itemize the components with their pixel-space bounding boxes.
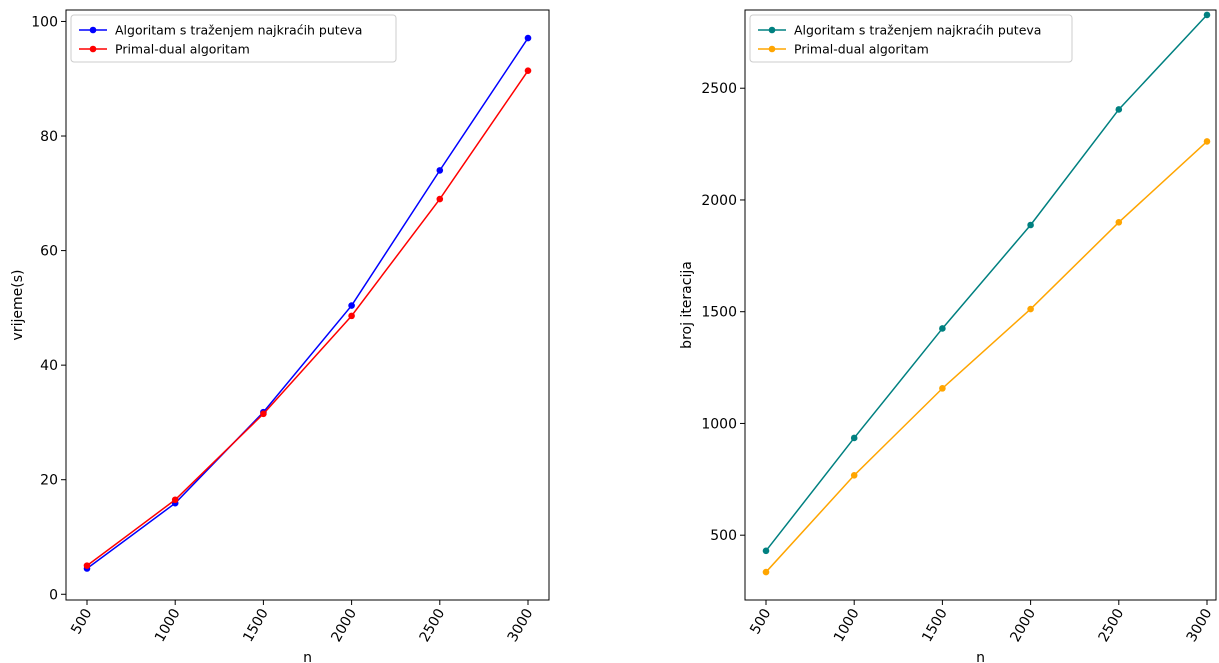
x-tick-label: 2500 [1096, 606, 1128, 645]
y-tick-label: 1500 [701, 305, 737, 321]
legend-label: Algoritam s traženjem najkraćih puteva [115, 23, 362, 38]
series-2-point [171, 496, 179, 504]
series-2-point [762, 568, 770, 576]
y-tick-label: 2500 [701, 81, 737, 97]
series-1-point [436, 167, 444, 174]
y-tick-label: 20 [40, 473, 58, 489]
y-tick-label: 60 [40, 244, 58, 260]
series-1-point [1203, 11, 1211, 19]
series-2-point [850, 471, 858, 479]
y-axis-label: broj iteracija [679, 261, 695, 349]
legend-swatch-marker [89, 45, 97, 53]
series-2-point [1115, 219, 1123, 226]
y-tick-label: 1000 [701, 416, 737, 432]
x-tick-label: 500 [68, 606, 95, 637]
y-tick-label: 2000 [701, 193, 737, 209]
series-2-line [765, 140, 1208, 573]
legend-swatch-marker [768, 26, 776, 34]
chart-1: 0 20 40 60 80 100 500 1000 1500 2000 2500 3000 n vrij… [10, 9, 550, 663]
series-1-point [762, 547, 770, 555]
x-tick-label: 2500 [417, 606, 449, 645]
legend-box [749, 14, 1073, 63]
x-axis-label: n [303, 650, 312, 663]
y-tick-label: 80 [40, 129, 58, 145]
y-tick-label: 0 [49, 587, 58, 603]
legend-box [70, 14, 397, 63]
series-2-point [260, 410, 267, 418]
series-1-line [765, 14, 1208, 552]
x-tick-label: 500 [747, 606, 774, 637]
series-2-point [1203, 138, 1211, 145]
legend-label: Primal-dual algoritam [794, 42, 929, 57]
series-2-point [1027, 305, 1034, 313]
series-2-point [524, 67, 532, 75]
y-tick-label: 40 [40, 358, 58, 374]
x-tick-label: 3000 [1184, 606, 1216, 645]
x-tick-label: 1500 [240, 606, 272, 645]
chart-2: 500 1000 1500 2000 2500 500 1000 1500 2000 2500 30… [679, 9, 1217, 663]
series-2-point [436, 195, 444, 203]
series-1-point [1115, 106, 1123, 113]
series-1-point [850, 434, 858, 442]
series-1-line [86, 37, 529, 570]
series-2-point [348, 312, 355, 320]
legend-label: Algoritam s traženjem najkraćih puteva [794, 23, 1041, 38]
x-axis-label: n [976, 650, 985, 663]
legend-swatch-marker [768, 45, 776, 53]
plot-frame [65, 9, 550, 601]
x-tick-label: 1000 [831, 606, 863, 645]
legend-label: Primal-dual algoritam [115, 42, 250, 57]
y-tick-label: 500 [710, 528, 737, 544]
x-tick-label: 1000 [152, 606, 184, 645]
y-tick-label: 100 [31, 14, 58, 30]
series-2-point [939, 385, 946, 392]
series-1-point [939, 325, 946, 332]
plot-frame [744, 9, 1217, 601]
x-tick-label: 2000 [328, 606, 360, 645]
series-1-point [348, 302, 355, 309]
series-2-point [83, 562, 91, 569]
x-tick-label: 2000 [1007, 606, 1039, 645]
series-2-line [86, 70, 529, 567]
y-axis-label: vrijeme(s) [10, 270, 26, 341]
series-1-point [524, 34, 532, 42]
x-tick-label: 3000 [505, 606, 537, 645]
x-tick-label: 1500 [919, 606, 951, 645]
series-1-point [1027, 221, 1034, 229]
legend-swatch-marker [89, 26, 97, 34]
